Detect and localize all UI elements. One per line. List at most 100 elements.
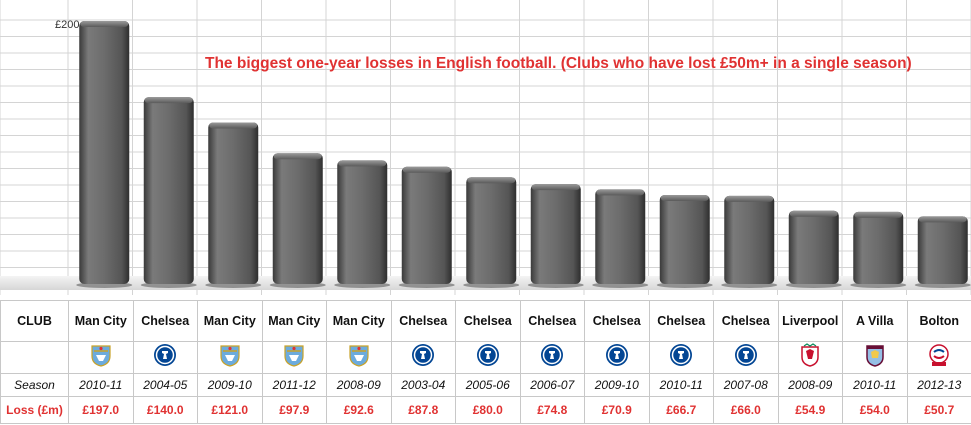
crest-cell <box>519 341 585 374</box>
bar-cap <box>789 210 838 217</box>
season-value: 2006-07 <box>519 373 585 397</box>
bar-body <box>595 189 646 284</box>
liverpool-crest-icon <box>799 343 821 372</box>
bar-body <box>337 160 388 284</box>
loss-value: £54.0 <box>842 396 908 424</box>
man-city-crest-icon <box>219 343 241 372</box>
club-name: Chelsea <box>648 300 714 342</box>
chelsea-crest-icon <box>669 343 693 372</box>
crest-row <box>0 341 971 374</box>
season-row: Season 2010-11 2004-05 2009-10 2011-12 2008-… <box>0 373 971 397</box>
bolton-crest-icon <box>927 343 951 372</box>
club-name: Bolton <box>906 300 971 342</box>
crest-header-empty <box>0 341 69 374</box>
crest-cell <box>132 341 198 374</box>
man-city-crest-icon <box>283 343 305 372</box>
y-tick-label: £200 <box>55 19 80 31</box>
crest-cell <box>261 341 327 374</box>
bar-body <box>917 216 968 284</box>
bar <box>205 122 262 288</box>
bar-cap <box>918 216 967 223</box>
loss-value: £50.7 <box>906 396 971 424</box>
club-name: Man City <box>197 300 263 342</box>
crest-cell <box>455 341 521 374</box>
bar-body <box>659 194 710 284</box>
crest-cell <box>713 341 779 374</box>
bar-cap <box>854 211 903 218</box>
club-name: Man City <box>326 300 392 342</box>
club-name: Man City <box>68 300 134 342</box>
bar-cap <box>273 153 322 160</box>
chelsea-crest-icon <box>411 343 435 372</box>
loss-value: £54.9 <box>777 396 843 424</box>
loss-value: £87.8 <box>390 396 456 424</box>
season-value: 2005-06 <box>455 373 521 397</box>
aston-villa-crest-icon <box>865 343 885 372</box>
chelsea-crest-icon <box>734 343 758 372</box>
loss-value: £197.0 <box>68 396 134 424</box>
crest-cell <box>906 341 971 374</box>
bar <box>721 195 778 288</box>
bar <box>463 177 520 288</box>
season-value: 2004-05 <box>132 373 198 397</box>
loss-value: £74.8 <box>519 396 585 424</box>
crest-cell <box>842 341 908 374</box>
bar-cap <box>467 177 516 184</box>
bar-chart <box>0 0 971 295</box>
loss-value: £140.0 <box>132 396 198 424</box>
bar-body <box>724 195 775 284</box>
club-name: Chelsea <box>390 300 456 342</box>
club-header: CLUB <box>0 300 69 342</box>
man-city-crest-icon <box>348 343 370 372</box>
chelsea-crest-icon <box>540 343 564 372</box>
season-value: 2009-10 <box>584 373 650 397</box>
bar-body <box>272 153 323 284</box>
chelsea-crest-icon <box>605 343 629 372</box>
loss-row: Loss (£m) £197.0 £140.0 £121.0 £97.9 £92.6 £8… <box>0 396 971 424</box>
club-name: Chelsea <box>584 300 650 342</box>
bar-cap <box>209 122 258 129</box>
bar <box>785 210 842 288</box>
bar-cap <box>531 184 580 191</box>
crest-cell <box>777 341 843 374</box>
season-value: 2010-11 <box>68 373 134 397</box>
bar <box>398 166 455 288</box>
bar-cap <box>402 166 451 173</box>
bar-cap <box>338 160 387 167</box>
bar <box>850 211 907 288</box>
season-value: 2012-13 <box>906 373 971 397</box>
loss-value: £121.0 <box>197 396 263 424</box>
season-value: 2010-11 <box>842 373 908 397</box>
bar <box>76 21 133 288</box>
club-row: CLUB Man City Chelsea Man City Man City Man … <box>0 300 971 342</box>
bar-cap <box>80 21 129 28</box>
bar-cap <box>144 97 193 104</box>
club-name: Chelsea <box>455 300 521 342</box>
man-city-crest-icon <box>90 343 112 372</box>
season-value: 2009-10 <box>197 373 263 397</box>
bar <box>914 216 971 288</box>
bar-body <box>79 21 130 284</box>
season-value: 2008-09 <box>326 373 392 397</box>
bar-body <box>208 122 259 284</box>
loss-value: £80.0 <box>455 396 521 424</box>
chelsea-crest-icon <box>153 343 177 372</box>
bar-cap <box>725 195 774 202</box>
bar <box>140 97 197 288</box>
loss-value: £97.9 <box>261 396 327 424</box>
club-name: A Villa <box>842 300 908 342</box>
season-value: 2003-04 <box>390 373 456 397</box>
season-value: 2011-12 <box>261 373 327 397</box>
club-name: Chelsea <box>713 300 779 342</box>
bar-cap <box>660 194 709 201</box>
data-table: CLUB Man City Chelsea Man City Man City Man … <box>0 300 971 424</box>
season-value: 2010-11 <box>648 373 714 397</box>
bar-body <box>466 177 517 284</box>
bar <box>527 184 584 288</box>
loss-value: £70.9 <box>584 396 650 424</box>
bar-body <box>530 184 581 284</box>
chart-area: £200 The biggest one-year losses in Engl… <box>0 0 971 295</box>
bar <box>269 153 326 288</box>
chart-title: The biggest one-year losses in English f… <box>205 55 912 72</box>
loss-value: £66.7 <box>648 396 714 424</box>
